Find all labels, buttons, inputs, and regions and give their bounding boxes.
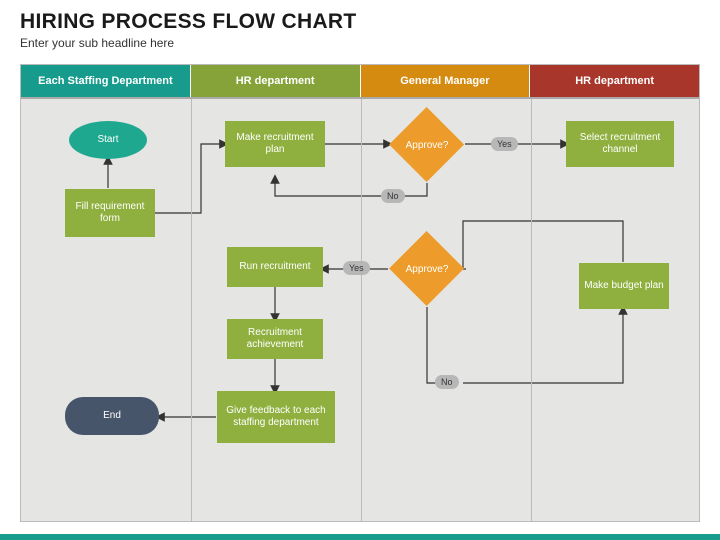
node-select: Select recruitment channel — [566, 121, 674, 167]
lane-header-3: HR department — [530, 65, 699, 97]
lane-header-0: Each Staffing Department — [21, 65, 191, 97]
decision-label-yes1: Yes — [491, 137, 518, 151]
node-approve1: Approve? — [389, 107, 465, 183]
node-label: Approve? — [406, 140, 449, 151]
swimlane-headers: Each Staffing DepartmentHR departmentGen… — [21, 65, 699, 99]
decision-label-no2: No — [435, 375, 459, 389]
node-start: Start — [69, 121, 147, 159]
page-title: HIRING PROCESS FLOW CHART — [0, 0, 720, 36]
lane-divider — [361, 99, 362, 521]
decision-label-yes2: Yes — [343, 261, 370, 275]
lane-divider — [191, 99, 192, 521]
page-subtitle: Enter your sub headline here — [0, 36, 720, 58]
swimlane-body: Start Fill requirement form Make recruitme… — [21, 99, 699, 521]
footer-accent — [0, 534, 720, 540]
lane-header-1: HR department — [191, 65, 361, 97]
node-achieve: Recruitment achievement — [227, 319, 323, 359]
decision-label-no1: No — [381, 189, 405, 203]
flowchart-container: Each Staffing DepartmentHR departmentGen… — [20, 64, 700, 522]
lane-header-2: General Manager — [361, 65, 531, 97]
node-approve2: Approve? — [389, 231, 465, 307]
node-run: Run recruitment — [227, 247, 323, 287]
node-fill: Fill requirement form — [65, 189, 155, 237]
node-plan: Make recruitment plan — [225, 121, 325, 167]
lane-divider — [531, 99, 532, 521]
node-feedback: Give feedback to each staffing departmen… — [217, 391, 335, 443]
node-end: End — [65, 397, 159, 435]
node-label: Approve? — [406, 264, 449, 275]
page: HIRING PROCESS FLOW CHART Enter your sub… — [0, 0, 720, 540]
node-budget: Make budget plan — [579, 263, 669, 309]
